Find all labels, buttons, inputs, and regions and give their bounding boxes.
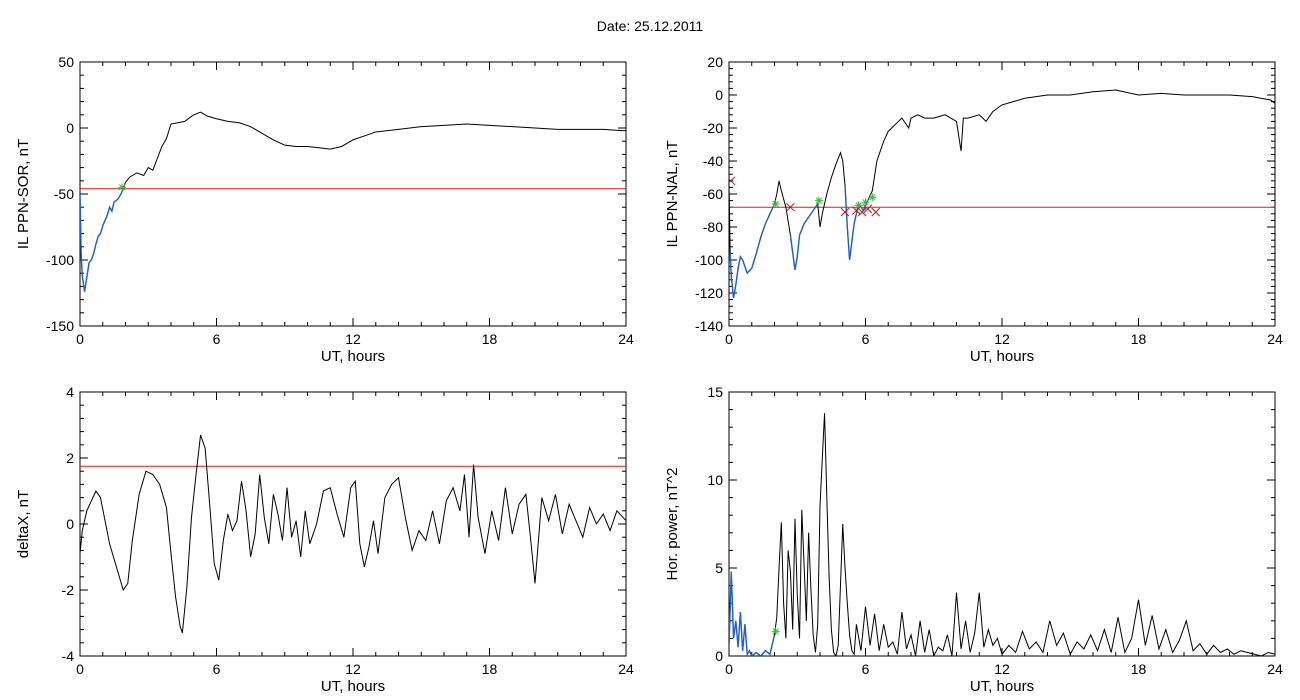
marker-star (868, 193, 877, 202)
plot-frame (728, 391, 1276, 657)
x-tick-label: 0 (76, 661, 84, 677)
marker-x (840, 207, 850, 217)
y-tick-label: 20 (707, 54, 723, 70)
y-axis-label: IL PPN-SOR, nT (15, 139, 32, 249)
plot-frame (79, 391, 627, 657)
figure-title: Date: 25.12.2011 (596, 18, 704, 34)
marker-x (729, 176, 736, 186)
y-axis-label: Hor. power, nT^2 (664, 468, 681, 581)
series-line (729, 413, 1275, 656)
series-highlight (844, 185, 869, 261)
plot-frame (79, 61, 627, 327)
x-tick-label: 18 (1131, 331, 1147, 347)
x-tick-label: 12 (994, 661, 1010, 677)
x-axis-label: UT, hours (970, 348, 1034, 365)
x-axis-label: UT, hours (970, 678, 1034, 695)
marker-x (857, 207, 867, 217)
chart-nal: 0 6 12 18 24 -140 -120 -100 -80 -60 -40 -20 0 20 UT, h… (664, 54, 1283, 365)
series-highlight (789, 203, 819, 271)
x-tick-label: 6 (862, 331, 870, 347)
marker-star (814, 196, 823, 205)
y-tick-label: 10 (707, 472, 723, 488)
y-tick-label: -100 (695, 252, 723, 268)
x-tick-label: 0 (725, 661, 733, 677)
y-tick-label: 0 (715, 648, 723, 664)
marker-x (863, 204, 873, 214)
y-tick-label: -4 (62, 648, 75, 664)
marker-star (771, 627, 780, 636)
y-tick-label: 5 (715, 560, 723, 576)
x-tick-label: 24 (618, 331, 634, 347)
x-tick-label: 18 (1131, 661, 1147, 677)
series-line (80, 111, 626, 292)
series-highlight (729, 571, 776, 656)
x-tick-label: 0 (725, 331, 733, 347)
plot-frame (728, 61, 1276, 327)
series-highlight (80, 188, 124, 292)
x-tick-label: 12 (345, 661, 361, 677)
plot-area (729, 89, 1275, 299)
y-axis-label: IL PPN-NAL, nT (664, 141, 681, 248)
x-tick-label: 6 (213, 331, 221, 347)
x-axis-label: UT, hours (321, 678, 385, 695)
plot-area (729, 413, 1275, 656)
x-tick-label: 6 (213, 661, 221, 677)
x-tick-label: 24 (1267, 331, 1283, 347)
series-line (729, 89, 1275, 299)
plot-area (80, 434, 626, 634)
y-tick-label: 2 (66, 450, 74, 466)
y-tick-label: -100 (46, 252, 74, 268)
y-tick-label: -140 (695, 318, 723, 334)
y-tick-label: -120 (695, 285, 723, 301)
series-highlight (729, 203, 776, 299)
x-axis-label: UT, hours (321, 348, 385, 365)
x-tick-label: 24 (618, 661, 634, 677)
chart-sor: 0 6 12 18 24 -150 -100 -50 0 50 UT, hours IL PPN-SO… (15, 54, 634, 365)
y-tick-label: -150 (46, 318, 74, 334)
y-tick-label: 50 (58, 54, 74, 70)
y-tick-label: 0 (715, 87, 723, 103)
marker-star (771, 199, 780, 208)
x-tick-label: 24 (1267, 661, 1283, 677)
y-tick-label: -2 (62, 582, 75, 598)
x-tick-label: 12 (345, 331, 361, 347)
marker-x (786, 202, 795, 212)
x-tick-label: 12 (994, 331, 1010, 347)
y-tick-label: -40 (703, 153, 723, 169)
chart-power: 0 6 12 18 24 0 5 10 15 UT, hours Hor. power, nT^2 (664, 384, 1283, 695)
marker-star (118, 183, 127, 192)
y-tick-label: 0 (66, 516, 74, 532)
x-tick-label: 18 (482, 331, 498, 347)
y-tick-label: 0 (66, 120, 74, 136)
y-tick-label: -60 (703, 186, 723, 202)
y-tick-label: 15 (707, 384, 723, 400)
x-tick-label: 0 (76, 331, 84, 347)
y-tick-label: -20 (703, 120, 723, 136)
y-tick-label: -80 (703, 219, 723, 235)
marker-star (861, 198, 870, 207)
series-line (80, 434, 626, 634)
y-tick-label: -50 (54, 186, 74, 202)
y-axis-label: deltaX, nT (15, 490, 32, 558)
y-tick-label: 4 (66, 384, 74, 400)
marker-x (871, 207, 881, 217)
x-tick-label: 6 (862, 661, 870, 677)
x-tick-label: 18 (482, 661, 498, 677)
plot-area (80, 111, 626, 292)
